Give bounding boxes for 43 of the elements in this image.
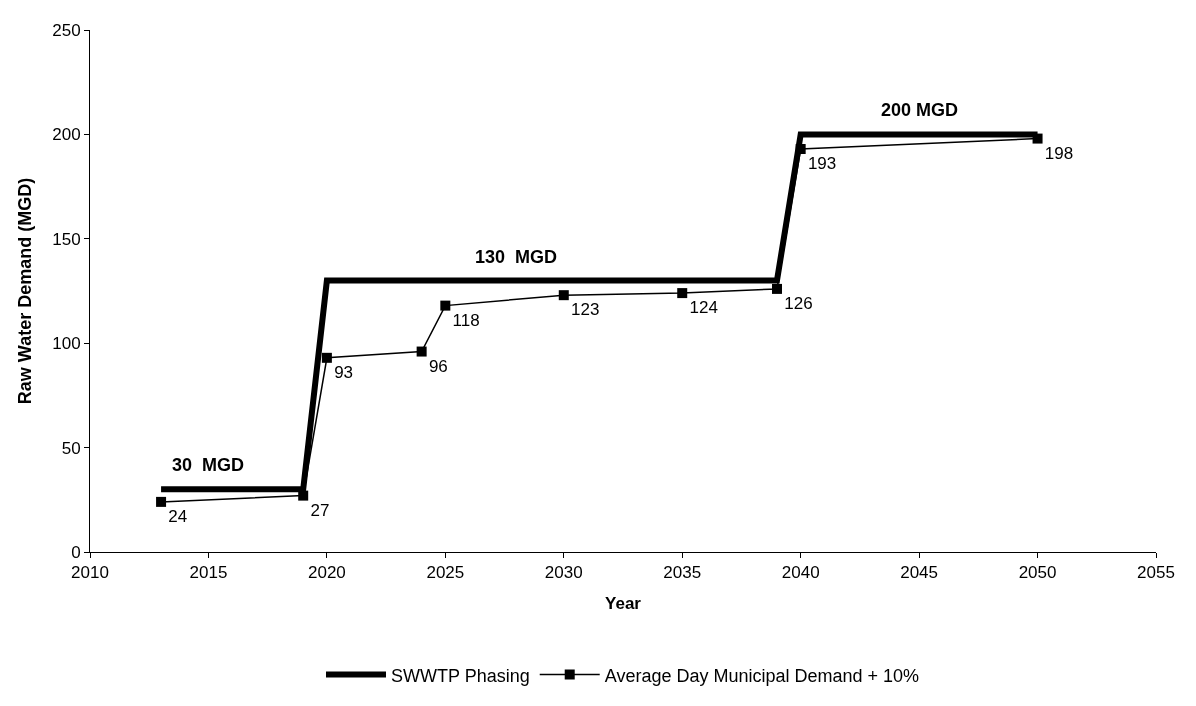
data-label: 93: [334, 362, 354, 382]
y-axis-title: Raw Water Demand (MGD): [15, 177, 36, 405]
data-label: 96: [428, 356, 448, 376]
data-label: 193: [807, 154, 837, 174]
y-tick-label: 150: [52, 229, 81, 249]
point: [677, 288, 688, 299]
data-label: 126: [784, 293, 813, 313]
point: [1032, 133, 1043, 144]
point: [298, 490, 309, 501]
x-tick-label: 2050: [1018, 563, 1057, 583]
data-label: 27: [310, 500, 330, 520]
x-tick-label: 2035: [663, 563, 702, 583]
point: [440, 300, 451, 311]
y-tick-label: 200: [52, 125, 81, 145]
y-tick-label: 100: [52, 334, 81, 354]
annotation: 30 MGD: [172, 455, 245, 475]
point: [321, 352, 332, 363]
x-axis-title: Year: [605, 593, 642, 613]
data-label: 124: [689, 298, 718, 318]
point: [156, 496, 167, 507]
x-tick-label: 2020: [307, 563, 346, 583]
x-tick-label: 2010: [71, 563, 109, 583]
x-tick-label: 2055: [1137, 563, 1175, 583]
point: [795, 144, 806, 155]
y-tick-label: 50: [61, 438, 81, 458]
annotation: 130 MGD: [475, 247, 558, 267]
x-tick-label: 2045: [900, 563, 939, 583]
x-tick-label: 2025: [426, 563, 465, 583]
annotation: 200 MGD: [881, 100, 959, 120]
data-label: 198: [1044, 143, 1074, 163]
x-tick-label: 2030: [544, 563, 583, 583]
point: [558, 290, 569, 301]
legend-label: Average Day Municipal Demand + 10%: [604, 665, 920, 686]
data-label: 24: [168, 506, 188, 526]
y-tick-label: 0: [71, 542, 81, 562]
data-label: 123: [571, 300, 600, 320]
y-tick-label: 250: [52, 20, 81, 40]
legend-label: SWWTP Phasing: [391, 665, 530, 686]
point: [416, 346, 427, 357]
x-tick-label: 2040: [781, 563, 820, 583]
data-label: 118: [452, 310, 480, 330]
x-tick-label: 2015: [189, 563, 228, 583]
point: [771, 283, 782, 294]
